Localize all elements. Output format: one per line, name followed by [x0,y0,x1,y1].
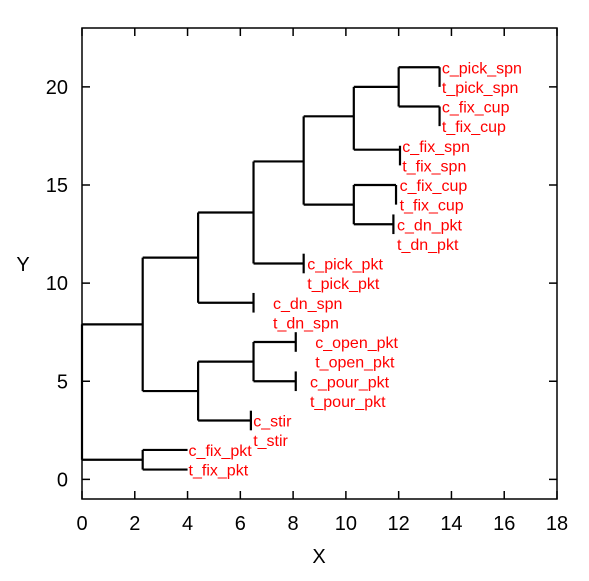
leaf-label: c_fix_spn [402,139,470,156]
leaf-label: t_pick_spn [442,80,519,97]
x-tick-label: 0 [76,513,87,535]
axis-ticks [81,28,558,499]
x-tick-label: 14 [440,513,462,535]
x-tick-label: 10 [335,513,357,535]
leaf-label: c_fix_pkt [189,443,253,460]
leaf-label: c_dn_pkt [397,217,462,234]
leaf-label: t_pour_pkt [310,394,386,411]
leaf-label: t_dn_spn [273,315,339,332]
y-tick-label: 20 [46,77,68,99]
x-tick-label: 8 [288,513,299,535]
x-tick-label: 4 [182,513,193,535]
leaf-label: t_stir [253,433,288,450]
y-tick-label: 10 [46,273,68,295]
leaf-labels: c_pick_spn t_pick_spn c_fix_cup t_fix_cup c_… [189,60,522,479]
leaf-label: c_pick_pkt [307,257,383,274]
y-axis-label: Y [16,254,29,276]
leaf-label: c_fix_cup [442,100,510,117]
plot-frame [81,27,558,500]
x-tick-label: 12 [388,513,410,535]
leaf-label: c_fix_cup [400,178,468,195]
leaf-label: t_dn_pkt [397,237,459,254]
leaf-label: t_fix_pkt [189,463,249,480]
x-axis-label: X [312,546,325,568]
leaf-label: t_pick_pkt [307,276,380,293]
y-tick-label: 15 [46,175,68,197]
x-tick-label: 18 [546,513,568,535]
leaf-label: c_stir [253,414,292,431]
leaf-label: c_dn_spn [273,296,342,313]
x-tick-label: 2 [129,513,140,535]
axis-tick-labels: 0 2 4 6 8 10 12 14 16 18 0 5 10 15 20 [46,77,568,535]
y-tick-label: 5 [57,371,68,393]
dendrogram-tree [80,66,441,471]
x-tick-label: 6 [235,513,246,535]
y-tick-label: 0 [57,469,68,491]
leaf-label: t_fix_cup [442,119,506,136]
x-tick-label: 16 [493,513,515,535]
leaf-label: t_open_pkt [315,355,395,372]
leaf-label: c_pick_spn [442,60,522,77]
leaf-label: t_fix_spn [402,158,466,175]
leaf-label: c_open_pkt [315,335,398,352]
leaf-label: t_fix_cup [400,198,464,215]
leaf-label: c_pour_pkt [310,374,390,391]
